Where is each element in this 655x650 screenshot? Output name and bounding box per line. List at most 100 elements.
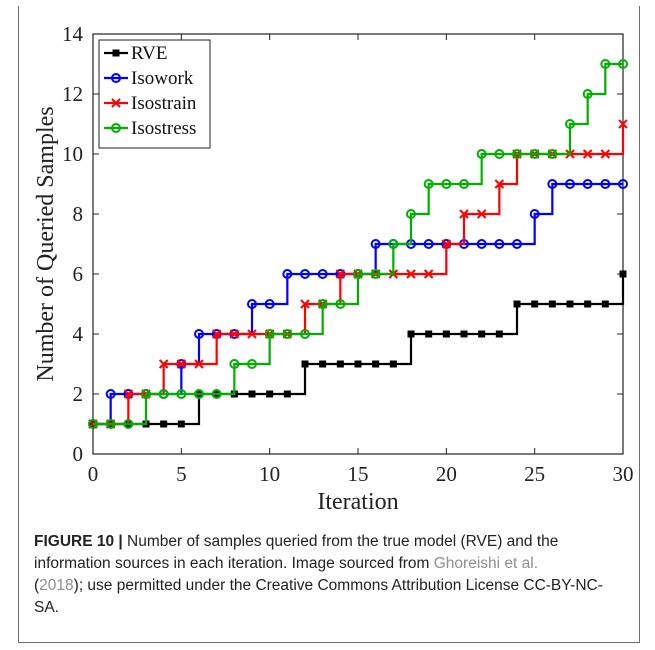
x-tick-label: 15	[348, 462, 369, 486]
data-point	[176, 359, 187, 369]
data-point	[123, 389, 134, 399]
legend-label: Isostress	[131, 118, 196, 139]
data-point	[494, 179, 505, 189]
data-point	[141, 389, 151, 399]
data-point	[584, 300, 592, 308]
citation-link[interactable]: Ghoreishi et al.	[433, 555, 538, 572]
data-point	[177, 420, 185, 428]
caption-text-1: Number of samples queried from the true …	[34, 533, 559, 572]
data-point	[282, 329, 293, 339]
data-point	[105, 389, 116, 399]
y-tick-label: 0	[73, 442, 84, 466]
data-point	[494, 239, 505, 249]
data-point	[512, 239, 522, 249]
data-point	[476, 209, 487, 219]
data-point	[582, 149, 593, 159]
data-point	[335, 269, 346, 279]
data-point	[566, 300, 574, 308]
citation-year-link[interactable]: 2018	[39, 577, 74, 594]
data-point	[354, 360, 362, 368]
data-point	[407, 330, 415, 338]
data-point	[582, 89, 593, 99]
legend-swatch-marker	[112, 49, 120, 57]
data-point	[335, 299, 346, 309]
data-point	[618, 119, 628, 129]
data-point	[459, 209, 469, 219]
data-point	[319, 360, 327, 368]
y-tick-label: 8	[73, 202, 84, 226]
x-tick-label: 5	[176, 462, 187, 486]
y-tick-label: 10	[62, 142, 83, 166]
caption-paren: (	[34, 577, 40, 594]
data-point	[194, 389, 204, 399]
data-point	[247, 299, 257, 309]
y-axis-title: Number of Queried Samples	[33, 106, 59, 381]
figure-frame	[18, 6, 640, 643]
data-point	[441, 179, 452, 189]
data-point	[478, 330, 486, 338]
data-point	[460, 330, 468, 338]
data-point	[300, 329, 310, 339]
step-chart: 0 5 10 15 20 25 30 0 2 4 6 8 10 12 14 RVE Isowork Isostr…	[33, 22, 634, 515]
data-point	[158, 389, 169, 399]
y-tick-label: 4	[73, 322, 84, 346]
data-point	[158, 359, 169, 369]
data-point	[301, 360, 309, 368]
data-point	[247, 359, 257, 369]
series-layer	[88, 59, 628, 429]
legend: RVE Isowork Isostrain Isostress	[98, 39, 211, 149]
data-point	[176, 389, 187, 399]
data-point	[229, 329, 240, 339]
data-point	[565, 119, 575, 129]
y-tick-label: 2	[73, 382, 84, 406]
data-point	[513, 300, 521, 308]
y-tick-label: 14	[62, 22, 84, 46]
data-point	[529, 209, 540, 219]
data-point	[423, 269, 434, 279]
data-point	[247, 329, 257, 339]
legend-label: Isowork	[131, 68, 194, 89]
x-tick-label: 20	[436, 462, 457, 486]
data-point	[194, 329, 204, 339]
data-point	[266, 390, 274, 398]
data-point	[600, 149, 611, 159]
data-point	[264, 329, 275, 339]
data-point	[619, 270, 627, 278]
data-point	[317, 269, 328, 279]
data-point	[123, 419, 134, 429]
data-point	[423, 179, 434, 189]
data-point	[211, 329, 222, 339]
data-point	[160, 420, 168, 428]
data-point	[547, 179, 558, 189]
data-point	[600, 179, 611, 189]
data-point	[211, 389, 222, 399]
legend-swatch-marker	[111, 73, 121, 83]
data-point	[336, 360, 344, 368]
data-point	[282, 269, 293, 279]
data-point	[476, 149, 487, 159]
data-point	[388, 239, 399, 249]
data-point	[548, 300, 556, 308]
x-tick-label: 10	[259, 462, 280, 486]
data-point	[600, 59, 611, 69]
y-tick-label: 6	[73, 262, 84, 286]
data-point	[283, 390, 291, 398]
x-tick-label: 25	[524, 462, 545, 486]
legend-label: Isostrain	[131, 93, 197, 114]
data-point	[248, 390, 256, 398]
x-axis-title: Iteration	[317, 489, 398, 515]
legend-swatch-marker	[111, 123, 121, 133]
caption-text-2: ); use permitted under the Creative Comm…	[34, 577, 603, 616]
data-point	[442, 330, 450, 338]
data-point	[300, 269, 310, 279]
data-point	[105, 419, 116, 429]
data-point	[370, 269, 381, 279]
data-point	[512, 149, 522, 159]
data-point	[317, 299, 328, 309]
axis-ticks: 0 5 10 15 20 25 30 0 2 4 6 8 10 12 14	[62, 22, 634, 486]
legend-label: RVE	[131, 43, 167, 64]
figure-caption: FIGURE 10 | Number of samples queried fr…	[34, 531, 614, 619]
data-point	[459, 179, 469, 189]
data-point	[601, 300, 609, 308]
data-point	[425, 330, 433, 338]
